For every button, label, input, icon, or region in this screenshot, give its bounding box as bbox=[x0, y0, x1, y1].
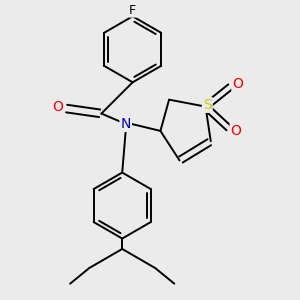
Text: O: O bbox=[232, 77, 243, 91]
Text: S: S bbox=[203, 98, 212, 112]
Text: O: O bbox=[52, 100, 63, 114]
Text: F: F bbox=[129, 4, 136, 16]
Text: N: N bbox=[121, 117, 131, 131]
Text: O: O bbox=[231, 124, 242, 138]
